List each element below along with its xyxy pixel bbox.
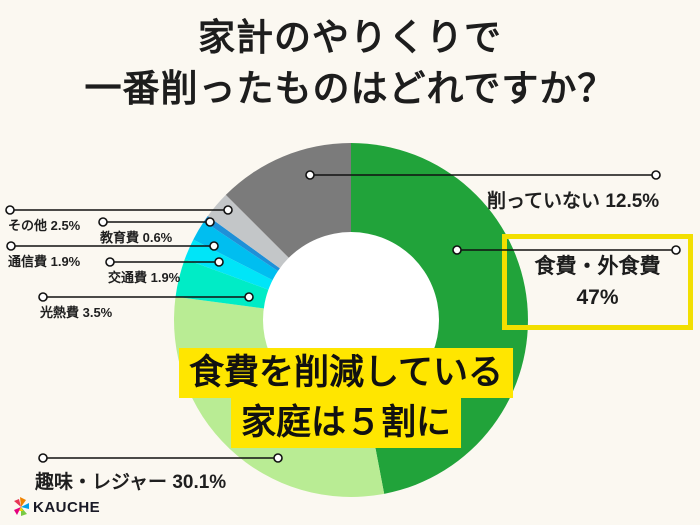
slice-label-kyoikuhi: 教育費 0.6%	[100, 230, 173, 245]
slice-label-sonota: その他 2.5%	[8, 218, 81, 233]
logo-text: KAUCHE	[33, 498, 101, 516]
highlight-box: 食費・外食費 47%	[502, 234, 693, 330]
slice-label-konetsuhi: 光熱費 3.5%	[40, 305, 113, 320]
callout-line-1: 食費を削減している	[179, 348, 513, 398]
slice-label-tsushinhi: 通信費 1.9%	[8, 254, 81, 269]
title-line-1: 家計のやりくりで	[198, 17, 502, 58]
callout-line-2: 家庭は５割に	[230, 398, 462, 448]
highlight-box-label: 食費・外食費	[534, 255, 661, 278]
page-title: 家計のやりくりで 一番削ったものはどれですか？	[0, 12, 700, 114]
callout: 食費を削減している 家庭は５割に	[179, 348, 513, 448]
title-line-2: 一番削ったものはどれですか？	[84, 68, 616, 109]
slice-label-kotsuhi: 交通費 1.9%	[108, 270, 181, 285]
logo: KAUCHE	[14, 497, 100, 517]
kauche-logo-icon	[14, 497, 29, 516]
slice-label-shumi: 趣味・レジャー 30.1%	[35, 472, 227, 493]
highlight-box-value: 47%	[576, 286, 619, 309]
slice-label-kezutteinai: 削っていない 12.5%	[487, 191, 660, 212]
